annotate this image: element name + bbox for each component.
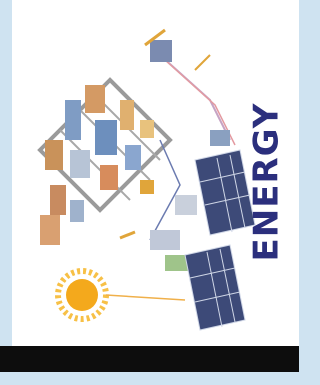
cover-title: ENERGY: [247, 103, 287, 262]
book-cover: ENERGY: [0, 0, 299, 385]
cover-band: [0, 346, 299, 372]
